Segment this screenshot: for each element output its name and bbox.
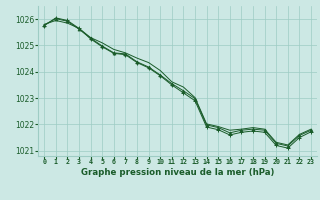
X-axis label: Graphe pression niveau de la mer (hPa): Graphe pression niveau de la mer (hPa) bbox=[81, 168, 274, 177]
